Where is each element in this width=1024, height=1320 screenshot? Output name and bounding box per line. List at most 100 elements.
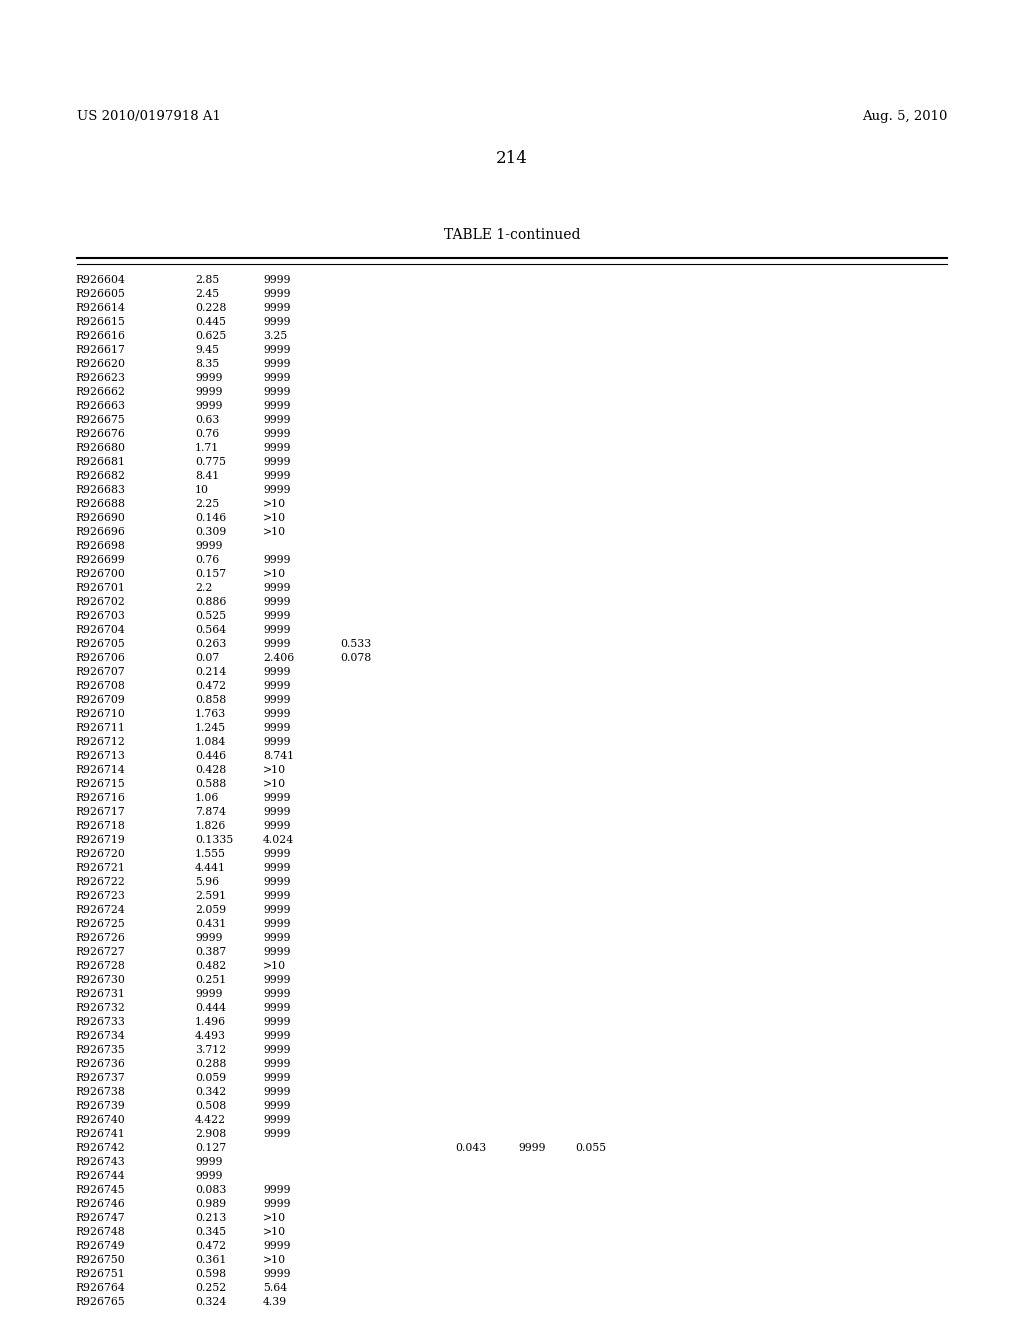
Text: R926725: R926725 [75, 919, 125, 929]
Text: R926615: R926615 [75, 317, 125, 327]
Text: R926712: R926712 [75, 737, 125, 747]
Text: 9999: 9999 [263, 317, 291, 327]
Text: 9999: 9999 [263, 1115, 291, 1125]
Text: 9999: 9999 [263, 429, 291, 440]
Text: 9999: 9999 [263, 597, 291, 607]
Text: 9999: 9999 [263, 1086, 291, 1097]
Text: 2.25: 2.25 [195, 499, 219, 510]
Text: 9999: 9999 [263, 709, 291, 719]
Text: 9999: 9999 [263, 681, 291, 690]
Text: R926702: R926702 [75, 597, 125, 607]
Text: 8.741: 8.741 [263, 751, 294, 762]
Text: R926720: R926720 [75, 849, 125, 859]
Text: 9999: 9999 [263, 387, 291, 397]
Text: 9999: 9999 [263, 737, 291, 747]
Text: 1.763: 1.763 [195, 709, 226, 719]
Text: R926726: R926726 [75, 933, 125, 942]
Text: R926730: R926730 [75, 975, 125, 985]
Text: 0.214: 0.214 [195, 667, 226, 677]
Text: 1.826: 1.826 [195, 821, 226, 832]
Text: 9999: 9999 [195, 374, 222, 383]
Text: 4.024: 4.024 [263, 836, 294, 845]
Text: R926699: R926699 [75, 554, 125, 565]
Text: 0.76: 0.76 [195, 429, 219, 440]
Text: R926700: R926700 [75, 569, 125, 579]
Text: R926710: R926710 [75, 709, 125, 719]
Text: 9999: 9999 [263, 1059, 291, 1069]
Text: 9999: 9999 [263, 289, 291, 300]
Text: 0.446: 0.446 [195, 751, 226, 762]
Text: 9999: 9999 [263, 989, 291, 999]
Text: 0.472: 0.472 [195, 681, 226, 690]
Text: R926701: R926701 [75, 583, 125, 593]
Text: 9999: 9999 [263, 876, 291, 887]
Text: 8.41: 8.41 [195, 471, 219, 480]
Text: R926721: R926721 [75, 863, 125, 873]
Text: R926614: R926614 [75, 304, 125, 313]
Text: 9999: 9999 [263, 583, 291, 593]
Text: R926744: R926744 [75, 1171, 125, 1181]
Text: 0.76: 0.76 [195, 554, 219, 565]
Text: 8.35: 8.35 [195, 359, 219, 370]
Text: 0.157: 0.157 [195, 569, 226, 579]
Text: 0.525: 0.525 [195, 611, 226, 620]
Text: 9999: 9999 [263, 639, 291, 649]
Text: 3.712: 3.712 [195, 1045, 226, 1055]
Text: 0.444: 0.444 [195, 1003, 226, 1012]
Text: 2.059: 2.059 [195, 906, 226, 915]
Text: R926690: R926690 [75, 513, 125, 523]
Text: 0.482: 0.482 [195, 961, 226, 972]
Text: 9999: 9999 [263, 975, 291, 985]
Text: 9999: 9999 [263, 444, 291, 453]
Text: 0.445: 0.445 [195, 317, 226, 327]
Text: 0.886: 0.886 [195, 597, 226, 607]
Text: 9999: 9999 [195, 1158, 222, 1167]
Text: 0.263: 0.263 [195, 639, 226, 649]
Text: R926746: R926746 [75, 1199, 125, 1209]
Text: 0.342: 0.342 [195, 1086, 226, 1097]
Text: R926747: R926747 [75, 1213, 125, 1224]
Text: R926688: R926688 [75, 499, 125, 510]
Text: R926605: R926605 [75, 289, 125, 300]
Text: R926698: R926698 [75, 541, 125, 550]
Text: R926662: R926662 [75, 387, 125, 397]
Text: 0.428: 0.428 [195, 766, 226, 775]
Text: 0.059: 0.059 [195, 1073, 226, 1082]
Text: 4.493: 4.493 [195, 1031, 226, 1041]
Text: R926736: R926736 [75, 1059, 125, 1069]
Text: 0.858: 0.858 [195, 696, 226, 705]
Text: 0.078: 0.078 [340, 653, 372, 663]
Text: 9999: 9999 [263, 919, 291, 929]
Text: 0.043: 0.043 [455, 1143, 486, 1152]
Text: 1.245: 1.245 [195, 723, 226, 733]
Text: 9999: 9999 [263, 891, 291, 902]
Text: 0.07: 0.07 [195, 653, 219, 663]
Text: 9999: 9999 [263, 457, 291, 467]
Text: R926713: R926713 [75, 751, 125, 762]
Text: 9999: 9999 [263, 906, 291, 915]
Text: R926741: R926741 [75, 1129, 125, 1139]
Text: 0.309: 0.309 [195, 527, 226, 537]
Text: 0.213: 0.213 [195, 1213, 226, 1224]
Text: >10: >10 [263, 779, 286, 789]
Text: >10: >10 [263, 1213, 286, 1224]
Text: >10: >10 [263, 527, 286, 537]
Text: >10: >10 [263, 961, 286, 972]
Text: 0.345: 0.345 [195, 1228, 226, 1237]
Text: R926739: R926739 [75, 1101, 125, 1111]
Text: R926683: R926683 [75, 484, 125, 495]
Text: 9999: 9999 [195, 387, 222, 397]
Text: 9999: 9999 [263, 414, 291, 425]
Text: 9999: 9999 [263, 1003, 291, 1012]
Text: 0.775: 0.775 [195, 457, 226, 467]
Text: R926696: R926696 [75, 527, 125, 537]
Text: Aug. 5, 2010: Aug. 5, 2010 [862, 110, 947, 123]
Text: 0.387: 0.387 [195, 946, 226, 957]
Text: R926722: R926722 [75, 876, 125, 887]
Text: 9999: 9999 [263, 1045, 291, 1055]
Text: 9999: 9999 [263, 304, 291, 313]
Text: 2.908: 2.908 [195, 1129, 226, 1139]
Text: 9999: 9999 [263, 863, 291, 873]
Text: R926703: R926703 [75, 611, 125, 620]
Text: 9999: 9999 [263, 275, 291, 285]
